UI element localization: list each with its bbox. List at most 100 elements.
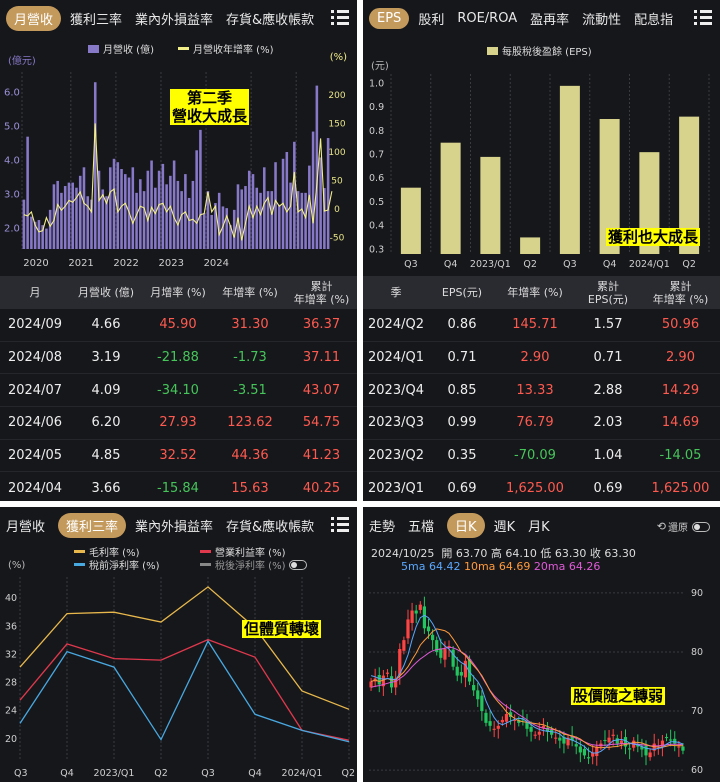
pretax-margin-line <box>19 639 350 743</box>
table-cell: 2024/04 <box>7 480 62 496</box>
table-row[interactable]: 2023/Q3 0.99 76.79 2.03 14.69 <box>363 407 720 440</box>
revenue-bar <box>172 160 176 249</box>
candle-body <box>463 660 468 678</box>
column-header: 累計 年增率 (%) <box>293 279 350 306</box>
tab-non-operating[interactable]: 業內外損益率 <box>135 519 214 535</box>
tab-inventory-receivables[interactable]: 存貨&應收帳款 <box>226 12 315 28</box>
tab-non-operating[interactable]: 業內外損益率 <box>135 12 214 28</box>
eps-bar <box>520 237 541 254</box>
table-row[interactable]: 2023/Q4 0.85 13.33 2.88 14.29 <box>363 374 720 408</box>
revenue-bar <box>274 162 277 249</box>
restore-toggle[interactable] <box>692 521 710 532</box>
tab-monthly-revenue[interactable]: 月營收 <box>6 519 46 535</box>
revenue-bar <box>101 189 105 249</box>
candle-body <box>669 739 673 741</box>
ma5-readout: 5ma 64.42 <box>401 560 461 573</box>
tab-profit-margins[interactable]: 獲利三率 <box>70 12 123 28</box>
tab-profit-margins[interactable]: 獲利三率 <box>58 512 127 538</box>
tab-daily-k[interactable]: 日K <box>447 512 485 538</box>
revenue-bar <box>323 188 326 249</box>
revenue-bar <box>157 170 161 249</box>
restore-control[interactable]: ⟲ 還原 <box>657 519 710 534</box>
column-header: 年增率 (%) <box>222 286 278 299</box>
x-tick-label: 2021 <box>68 258 93 269</box>
tab-trend[interactable]: 走勢 <box>369 519 396 535</box>
candle-body <box>447 646 451 648</box>
y-right-tick-label: 50 <box>331 176 343 186</box>
table-row[interactable]: 2023/Q2 0.35 -70.09 1.04 -14.05 <box>363 440 720 473</box>
tab-reinvestment[interactable]: 盈再率 <box>530 12 570 28</box>
revenue-bar <box>135 192 138 249</box>
table-row[interactable]: 2024/04 3.66 -15.84 15.63 40.25 <box>0 472 357 501</box>
revenue-bar <box>304 192 307 249</box>
candle-body <box>562 737 566 744</box>
revenue-bar <box>116 162 120 249</box>
table-row[interactable]: 2024/09 4.66 45.90 31.30 36.37 <box>0 309 357 342</box>
candle-body <box>574 744 578 747</box>
x-tick-label: Q2 <box>341 768 355 779</box>
ma10-readout: 10ma 64.69 <box>463 560 531 573</box>
y-tick-label: 20 <box>5 734 17 745</box>
table-row[interactable]: 2024/06 6.20 27.93 123.62 54.75 <box>0 407 357 440</box>
table-row[interactable]: 2024/Q2 0.86 145.71 1.57 50.96 <box>363 309 720 342</box>
table-cell: 50.96 <box>661 317 700 333</box>
yoy-line <box>23 123 333 241</box>
tab-roe-roa[interactable]: ROE/ROA <box>457 10 518 26</box>
y-right-tick-label: 100 <box>328 148 345 158</box>
eps-bar <box>599 119 620 254</box>
y-left-tick-label: 3.0 <box>4 190 20 201</box>
candle-body <box>480 695 484 712</box>
table-cell: 2024/09 <box>7 317 62 333</box>
revenue-bar <box>210 214 213 249</box>
tab-order-book[interactable]: 五檔 <box>408 519 435 535</box>
aftertax-toggle[interactable] <box>289 559 308 570</box>
table-cell: 31.30 <box>231 317 269 333</box>
tab-payout[interactable]: 配息指 <box>634 12 674 28</box>
annotation-line-1: 第二季 <box>187 89 233 107</box>
eps-unit: (元) <box>371 61 389 72</box>
table-row[interactable]: 2024/Q1 0.71 2.90 0.71 2.90 <box>363 342 720 375</box>
table-row[interactable]: 2024/08 3.19 -21.88 -1.73 37.11 <box>0 342 357 375</box>
price-annotation: 股價隨之轉弱 <box>571 687 666 705</box>
ohlc-values: 開 63.70 高 64.10 低 63.30 收 63.30 <box>441 547 636 560</box>
tab-monthly-k[interactable]: 月K <box>528 519 550 535</box>
revenue-bar <box>26 136 29 249</box>
tab-monthly-revenue[interactable]: 月營收 <box>6 5 62 31</box>
revenue-panel: 月營收 獲利三率 業內外損益率 存貨&應收帳款 月營收 (億) 月營收年增率 (… <box>0 0 357 501</box>
revenue-bar <box>90 199 93 249</box>
menu-icon[interactable] <box>331 10 349 25</box>
menu-icon[interactable] <box>694 10 712 25</box>
revenue-table: 月 月營收 (億) 月增率 (%) 年增率 (%) 累計 年增率 (%) 2024/09 4… <box>0 276 357 501</box>
tab-eps[interactable]: EPS <box>369 7 410 29</box>
table-cell: -3.51 <box>233 382 267 398</box>
tab-dividend[interactable]: 股利 <box>418 12 445 28</box>
tab-weekly-k[interactable]: 週K <box>493 519 516 535</box>
candlestick-chart[interactable]: 90 80 70 60 <box>363 577 720 782</box>
column-header: 季 <box>390 286 402 299</box>
x-tick-label: Q3 <box>404 259 418 270</box>
candle-body <box>619 740 623 744</box>
menu-icon[interactable] <box>331 517 349 532</box>
pretax-swatch <box>74 563 85 566</box>
unit-right: (%) <box>329 52 347 63</box>
margins-panel: 月營收 獲利三率 業內外損益率 存貨&應收帳款 毛利率 (%) 營業利益率 (%… <box>0 507 357 782</box>
table-cell: 3.66 <box>91 480 121 496</box>
candle-body <box>369 681 373 688</box>
tab-liquidity[interactable]: 流動性 <box>582 12 622 28</box>
column-header: 累計 年增率 (%) <box>652 279 709 306</box>
table-row[interactable]: 2024/05 4.85 32.52 44.36 41.23 <box>0 440 357 473</box>
x-tick-label: 2024/Q1 <box>629 259 670 270</box>
candle-body <box>394 678 398 688</box>
revenue-bar <box>97 170 101 249</box>
refresh-icon: ⟲ <box>656 520 666 533</box>
revenue-tabbar: 月營收 獲利三率 業內外損益率 存貨&應收帳款 <box>0 0 357 36</box>
tab-inventory-receivables[interactable]: 存貨&應收帳款 <box>226 519 315 535</box>
restore-label: 還原 <box>668 523 688 534</box>
table-row[interactable]: 2024/07 4.09 -34.10 -3.51 43.07 <box>0 374 357 408</box>
table-cell: 43.07 <box>302 382 341 398</box>
bar-swatch <box>88 44 99 53</box>
legend-operating-label: 營業利益率 (%) <box>215 548 286 559</box>
x-tick-label: 2022 <box>113 258 138 269</box>
legend-gross-label: 毛利率 (%) <box>89 548 140 559</box>
table-row[interactable]: 2023/Q1 0.69 1,625.00 0.69 1,625.00 <box>363 472 720 501</box>
